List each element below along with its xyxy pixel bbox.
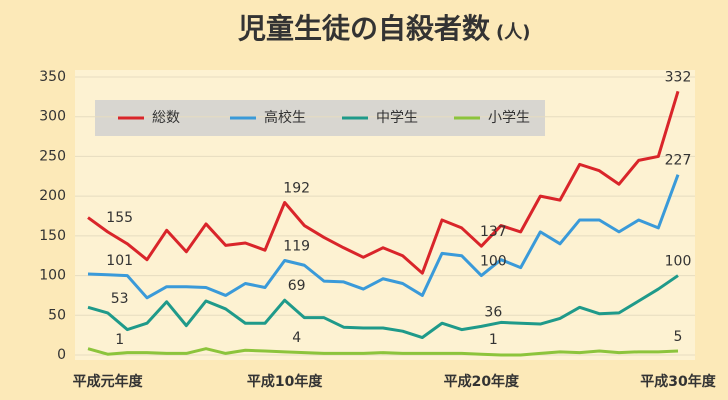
y-tick-label: 200 (39, 188, 66, 204)
data-label: 36 (484, 304, 502, 320)
data-label: 1 (489, 332, 498, 348)
y-tick-label: 350 (39, 69, 66, 85)
y-tick-label: 100 (39, 268, 66, 284)
y-tick-label: 0 (57, 347, 66, 363)
series-line (87, 274, 679, 340)
data-label: 192 (283, 180, 310, 196)
legend-label: 高校生 (264, 109, 306, 126)
x-tick-label: 平成30年度 (640, 373, 716, 390)
data-label: 101 (106, 253, 133, 269)
x-tick-label: 平成10年度 (247, 373, 323, 390)
legend-label: 中学生 (376, 110, 418, 126)
data-label: 69 (288, 278, 306, 294)
series-line (87, 347, 679, 357)
data-label: 137 (480, 224, 507, 240)
series-line (87, 174, 680, 300)
y-tick-label: 150 (39, 228, 66, 244)
data-label: 332 (665, 69, 692, 85)
x-tick-label: 平成元年度 (73, 373, 144, 390)
chart-title: 児童生徒の自殺者数 (238, 12, 491, 45)
series-line (87, 90, 680, 275)
legend-label: 小学生 (488, 110, 530, 126)
y-tick-label: 250 (39, 148, 66, 164)
data-label: 227 (665, 153, 692, 169)
data-label: 155 (106, 210, 133, 226)
y-tick-label: 300 (39, 109, 66, 125)
data-label: 100 (665, 254, 692, 270)
data-label: 5 (674, 329, 683, 345)
y-tick-label: 50 (48, 307, 66, 323)
x-tick-label: 平成20年度 (444, 373, 520, 390)
data-label: 1 (115, 332, 124, 348)
data-label: 4 (292, 330, 301, 346)
data-label: 53 (111, 291, 129, 307)
data-label: 100 (480, 254, 507, 270)
unit-label: (人) (496, 22, 530, 43)
data-label: 119 (283, 238, 310, 254)
legend-label: 総数 (152, 110, 180, 126)
